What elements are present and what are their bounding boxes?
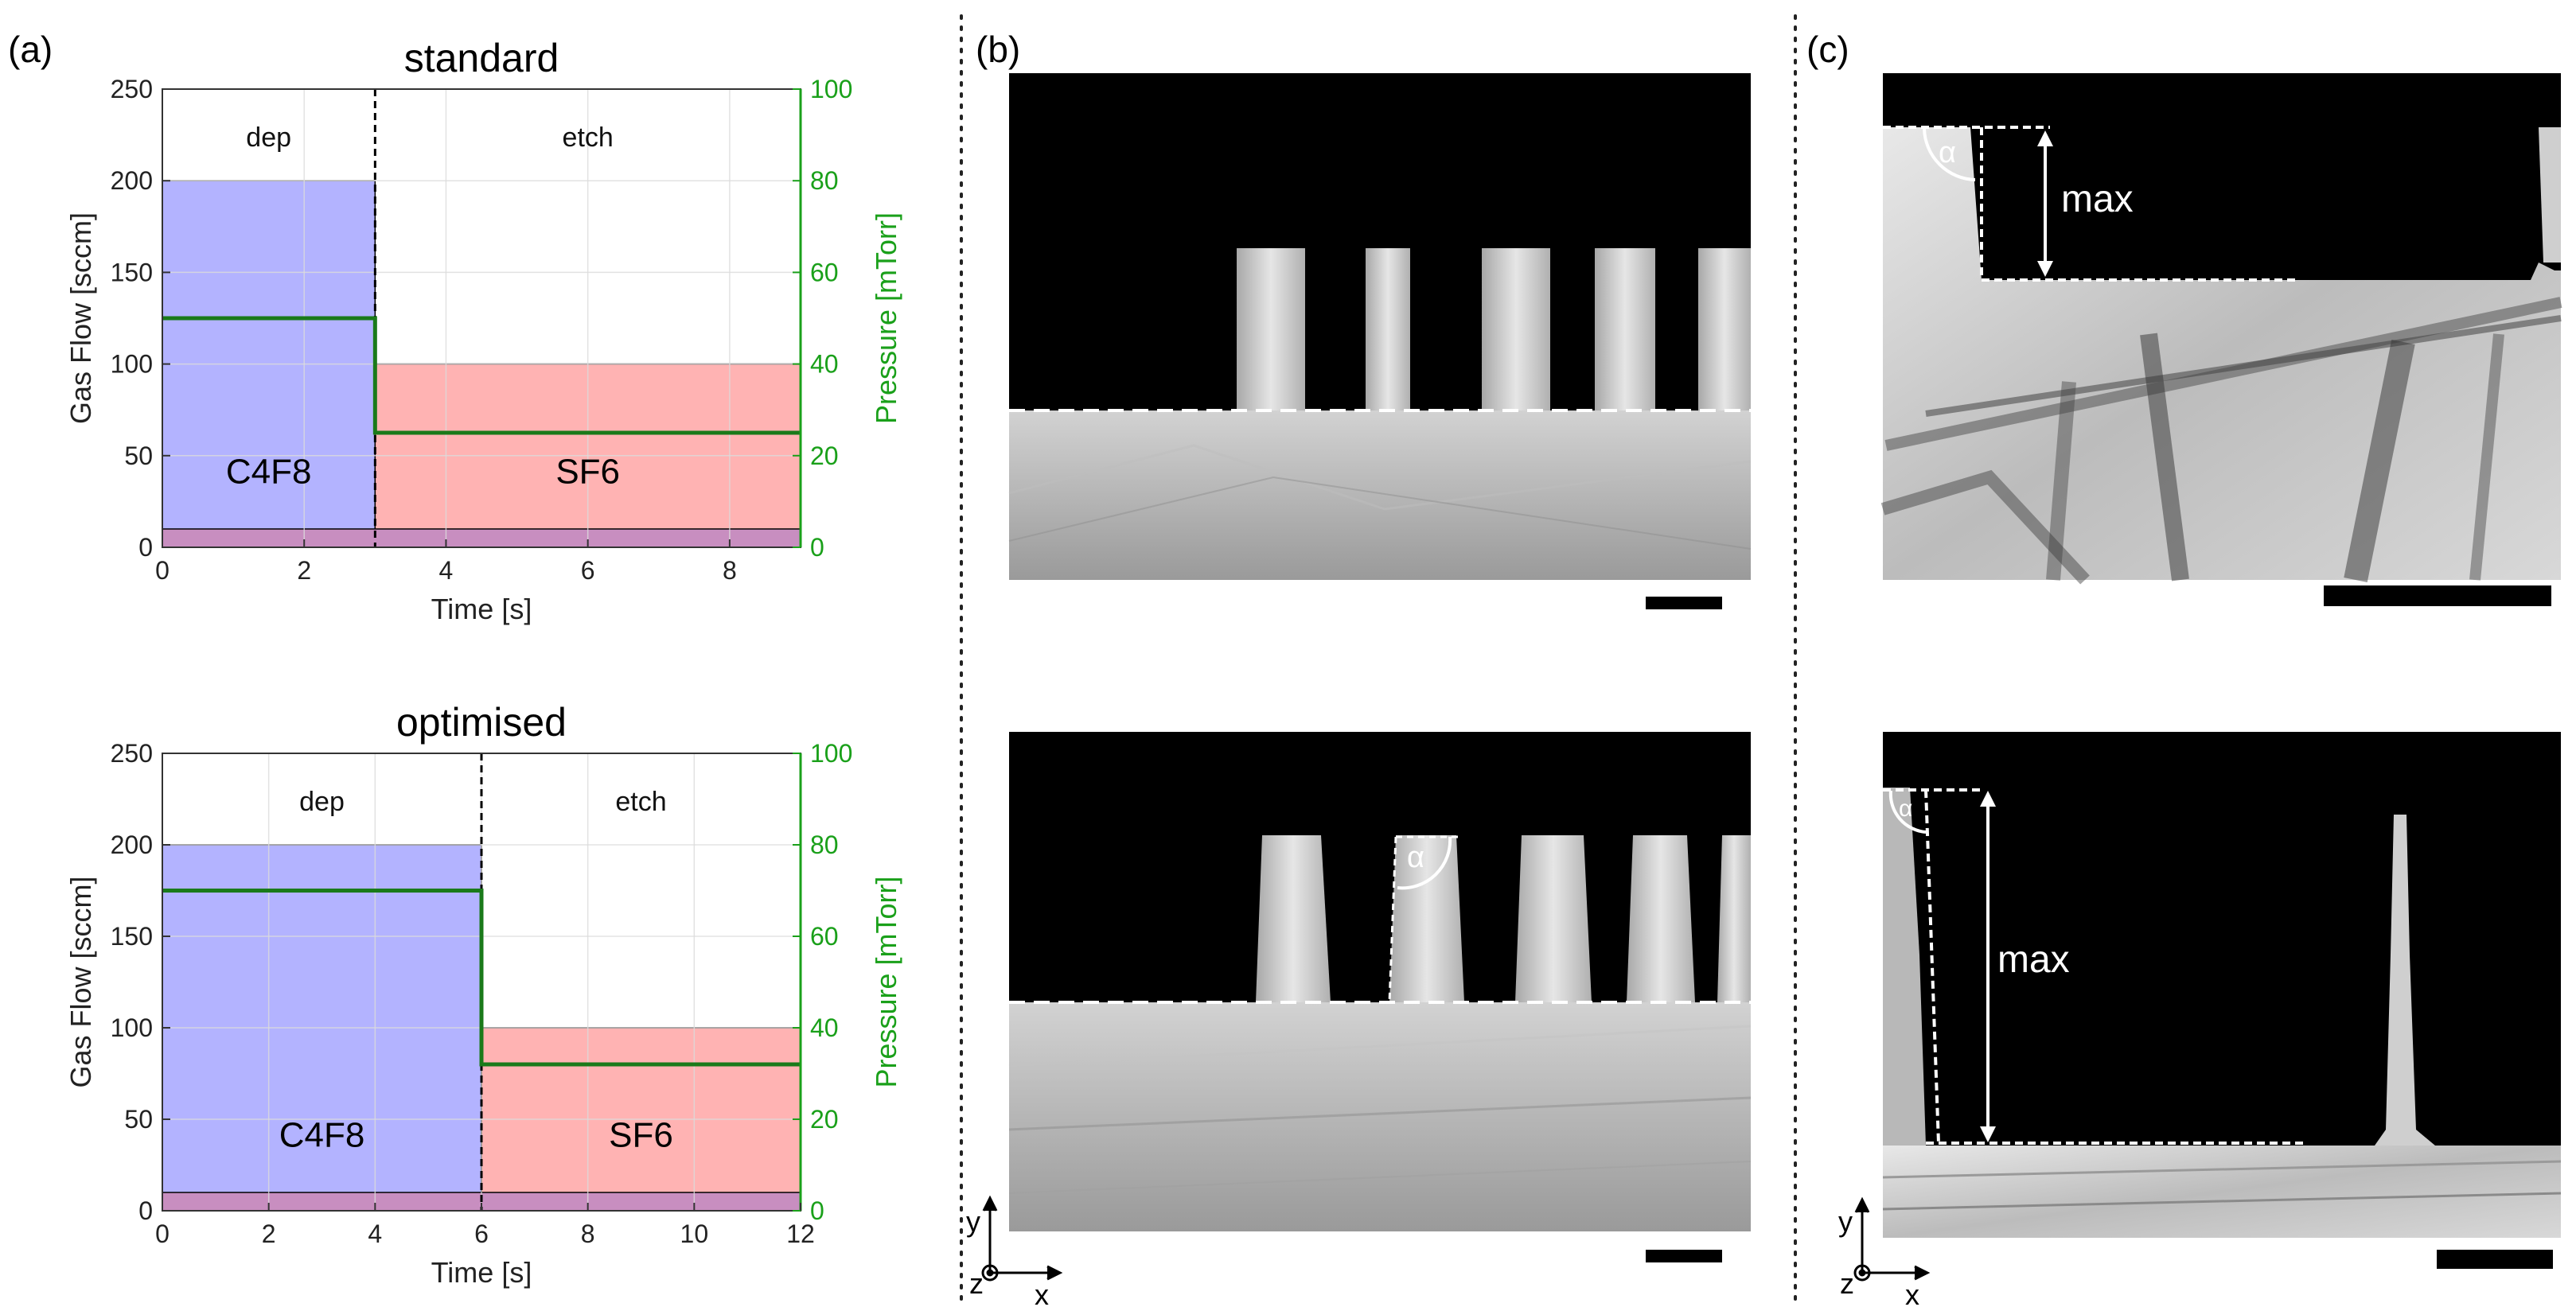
scale-bar-c-top bbox=[2324, 585, 2551, 606]
y2-tick-label: 0 bbox=[810, 1196, 824, 1225]
micrograph-b-bottom: α bbox=[1008, 732, 1752, 1262]
y-axis-label: Gas Flow [sccm] bbox=[64, 212, 97, 424]
series-label-c4f8: C4F8 bbox=[226, 452, 312, 491]
x-tick-label: 0 bbox=[155, 1219, 170, 1248]
max-label-c-top: max bbox=[2061, 178, 2134, 220]
y-tick-label: 200 bbox=[111, 830, 153, 859]
y2-tick-label: 40 bbox=[810, 350, 839, 379]
y2-tick-label: 0 bbox=[810, 533, 824, 562]
alpha-label-b: α bbox=[1407, 841, 1424, 874]
pressure-line bbox=[162, 316, 801, 435]
y2-tick-label: 100 bbox=[810, 739, 852, 768]
x-tick-label: 4 bbox=[439, 556, 454, 585]
y-tick-label: 100 bbox=[111, 350, 153, 379]
y-tick-label: 250 bbox=[111, 739, 153, 768]
axis-y-b: y bbox=[966, 1205, 980, 1238]
y-tick-label: 50 bbox=[124, 442, 153, 470]
y-tick-label: 100 bbox=[111, 1013, 153, 1042]
micrograph-b-top bbox=[1008, 73, 1752, 609]
y2-tick-label: 60 bbox=[810, 922, 839, 951]
y2-axis-label: Pressure [mTorr] bbox=[870, 876, 902, 1087]
x-tick-label: 12 bbox=[786, 1219, 815, 1248]
panel-label-c: (c) bbox=[1806, 29, 1849, 70]
x-axis-label: Time [s] bbox=[431, 593, 532, 625]
scale-bar-b-top bbox=[1646, 597, 1722, 609]
y2-tick-label: 100 bbox=[810, 75, 852, 103]
y-tick-label: 50 bbox=[124, 1105, 153, 1134]
series-label-sf6: SF6 bbox=[555, 452, 620, 491]
max-label-c-bottom: max bbox=[1997, 939, 2070, 981]
x-tick-label: 6 bbox=[474, 1219, 489, 1248]
alpha-label-c-bottom: α bbox=[1899, 795, 1912, 822]
y2-tick-label: 20 bbox=[810, 442, 839, 470]
y2-tick-label: 40 bbox=[810, 1013, 839, 1042]
y-tick-label: 250 bbox=[111, 75, 153, 103]
axis-y-c: y bbox=[1838, 1205, 1853, 1238]
axes-indicator-c bbox=[1853, 1196, 1931, 1282]
alpha-label-c-top: α bbox=[1939, 136, 1956, 169]
x-tick-label: 8 bbox=[723, 556, 737, 585]
phase-label-dep: dep bbox=[246, 123, 291, 153]
phase-label-etch: etch bbox=[563, 123, 614, 153]
axis-z-c: z bbox=[1840, 1267, 1854, 1300]
y-axis-label: Gas Flow [sccm] bbox=[64, 876, 97, 1087]
axis-z-b: z bbox=[969, 1267, 984, 1300]
y-tick-label: 150 bbox=[111, 922, 153, 951]
axis-x-b: x bbox=[1035, 1278, 1049, 1307]
y2-tick-label: 80 bbox=[810, 830, 839, 859]
scale-bar-c-bottom bbox=[2437, 1250, 2553, 1269]
x-tick-label: 2 bbox=[262, 1219, 276, 1248]
y2-tick-label: 60 bbox=[810, 258, 839, 286]
series-label-c4f8: C4F8 bbox=[279, 1116, 365, 1155]
series-label-sf6: SF6 bbox=[609, 1116, 673, 1155]
phase-label-etch: etch bbox=[615, 787, 666, 817]
pressure-line bbox=[162, 889, 801, 1067]
micrograph-c-bottom: α max bbox=[1882, 732, 2562, 1269]
x-tick-label: 8 bbox=[581, 1219, 595, 1248]
y-tick-label: 200 bbox=[111, 166, 153, 195]
x-tick-label: 6 bbox=[581, 556, 595, 585]
x-axis-label: Time [s] bbox=[431, 1256, 532, 1289]
x-tick-label: 10 bbox=[680, 1219, 709, 1248]
x-tick-label: 4 bbox=[368, 1219, 382, 1248]
scale-bar-b-bottom bbox=[1646, 1250, 1722, 1262]
axes-indicator-b bbox=[981, 1195, 1063, 1282]
y-tick-label: 150 bbox=[111, 258, 153, 286]
chart-title: standard bbox=[404, 36, 559, 80]
phase-label-dep: dep bbox=[299, 787, 345, 817]
chart-title: optimised bbox=[396, 700, 567, 745]
chart-optimised: 0 2 4 6 8 10 12050100150200250020406080100Time… bbox=[64, 700, 902, 1289]
axis-x-c: x bbox=[1905, 1278, 1919, 1307]
micrograph-c-top: α max bbox=[1880, 73, 2562, 606]
x-tick-label: 0 bbox=[155, 556, 170, 585]
y-tick-label: 0 bbox=[138, 1196, 153, 1225]
y2-tick-label: 80 bbox=[810, 166, 839, 195]
panel-label-a: (a) bbox=[8, 29, 53, 70]
panel-label-b: (b) bbox=[976, 29, 1020, 70]
y2-axis-label: Pressure [mTorr] bbox=[870, 212, 902, 424]
series-base-area bbox=[162, 528, 801, 548]
x-tick-label: 2 bbox=[297, 556, 311, 585]
y-tick-label: 0 bbox=[138, 533, 153, 562]
y2-tick-label: 20 bbox=[810, 1105, 839, 1134]
